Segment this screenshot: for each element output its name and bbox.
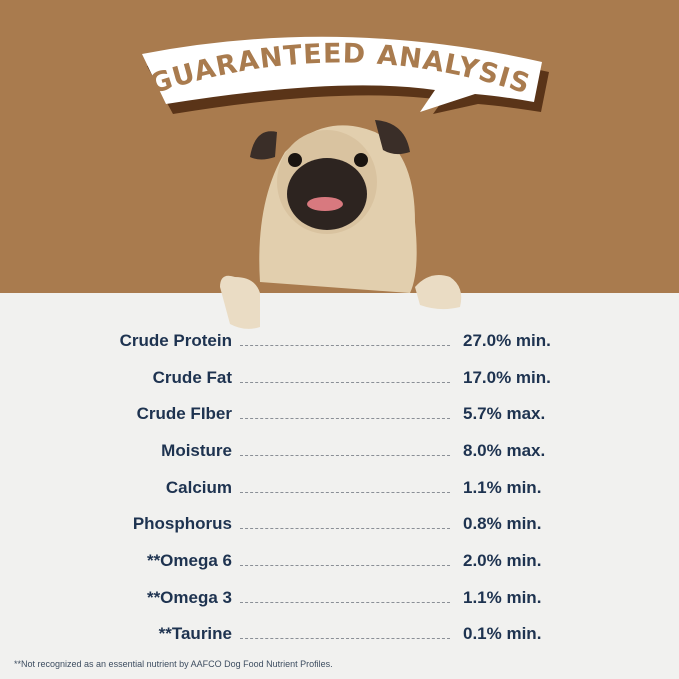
dotted-leader — [240, 602, 450, 603]
nutrient-label: Crude FIber — [136, 404, 232, 423]
nutrient-label: Moisture — [161, 441, 232, 460]
nutrient-label: **Taurine — [158, 624, 232, 643]
nutrient-value: 27.0% min. — [463, 331, 551, 350]
analysis-row: **Taurine 0.1% min. — [0, 624, 679, 654]
nutrient-label: **Omega 3 — [146, 588, 232, 607]
dotted-leader — [240, 418, 450, 419]
footnote: **Not recognized as an essential nutrien… — [14, 659, 333, 669]
dotted-leader — [240, 455, 450, 456]
nutrient-label: Crude Protein — [119, 331, 232, 350]
nutrient-value: 5.7% max. — [463, 404, 546, 423]
analysis-row: Crude Protein 27.0% min. — [0, 331, 679, 361]
dotted-leader — [240, 492, 450, 493]
nutrient-label: Calcium — [165, 478, 232, 497]
nutrient-value: 1.1% min. — [463, 478, 542, 497]
analysis-row: **Omega 6 2.0% min. — [0, 551, 679, 581]
nutrient-value: 17.0% min. — [463, 368, 551, 387]
nutrient-value: 0.8% min. — [463, 514, 542, 533]
dotted-leader — [240, 638, 450, 639]
nutrient-value: 0.1% min. — [463, 624, 542, 643]
analysis-row: **Omega 3 1.1% min. — [0, 588, 679, 618]
nutrient-label: **Omega 6 — [146, 551, 232, 570]
nutrient-label: Phosphorus — [132, 514, 232, 533]
dotted-leader — [240, 565, 450, 566]
dotted-leader — [240, 528, 450, 529]
analysis-row: Moisture 8.0% max. — [0, 441, 679, 471]
dotted-leader — [240, 345, 450, 346]
dotted-leader — [240, 382, 450, 383]
analysis-row: Phosphorus 0.8% min. — [0, 514, 679, 544]
paper-background — [0, 293, 679, 679]
speech-banner: GUARANTEED ANALYSIS — [142, 36, 549, 114]
analysis-row: Crude Fat 17.0% min. — [0, 368, 679, 398]
analysis-row: Calcium 1.1% min. — [0, 478, 679, 508]
nutrient-value: 2.0% min. — [463, 551, 542, 570]
pug-image — [220, 120, 462, 329]
analysis-row: Crude FIber 5.7% max. — [0, 404, 679, 434]
nutrient-value: 8.0% max. — [463, 441, 546, 460]
nutrient-label: Crude Fat — [152, 368, 232, 387]
nutrient-value: 1.1% min. — [463, 588, 542, 607]
